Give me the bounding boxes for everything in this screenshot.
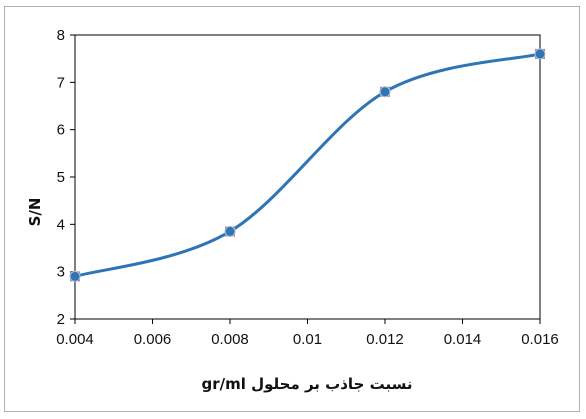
marker-layer xyxy=(69,48,546,282)
data-point xyxy=(379,86,391,98)
y-tick-label: 4 xyxy=(57,216,65,233)
series-layer xyxy=(73,52,542,278)
data-point xyxy=(534,48,546,60)
x-tick-label: 0.006 xyxy=(134,331,172,348)
x-tick-label: 0.014 xyxy=(444,331,482,348)
y-tick-label: 8 xyxy=(57,27,65,44)
x-tick-label: 0.016 xyxy=(521,331,559,348)
y-axis-title: S/N xyxy=(26,198,44,227)
y-tick-label: 3 xyxy=(57,264,65,281)
x-tick-label: 0.008 xyxy=(211,331,249,348)
y-axis-ticks: 2 3 4 5 6 7 8 xyxy=(57,27,75,328)
data-point xyxy=(224,225,236,237)
y-tick-label: 6 xyxy=(57,122,65,139)
y-tick-label: 5 xyxy=(57,169,65,186)
x-axis-ticks: 0.004 0.006 0.008 0.01 0.012 0.014 0.016 xyxy=(56,319,559,348)
x-tick-label: 0.012 xyxy=(366,331,404,348)
y-tick-label: 7 xyxy=(57,74,65,91)
y-tick-label: 2 xyxy=(57,311,65,328)
x-tick-label: 0.004 xyxy=(56,331,94,348)
x-tick-label: 0.01 xyxy=(293,331,322,348)
x-axis-title: نسبت جاذب بر محلول gr/ml xyxy=(202,375,413,393)
series-line xyxy=(73,52,542,278)
plot-area xyxy=(74,34,541,320)
data-point xyxy=(69,270,81,282)
